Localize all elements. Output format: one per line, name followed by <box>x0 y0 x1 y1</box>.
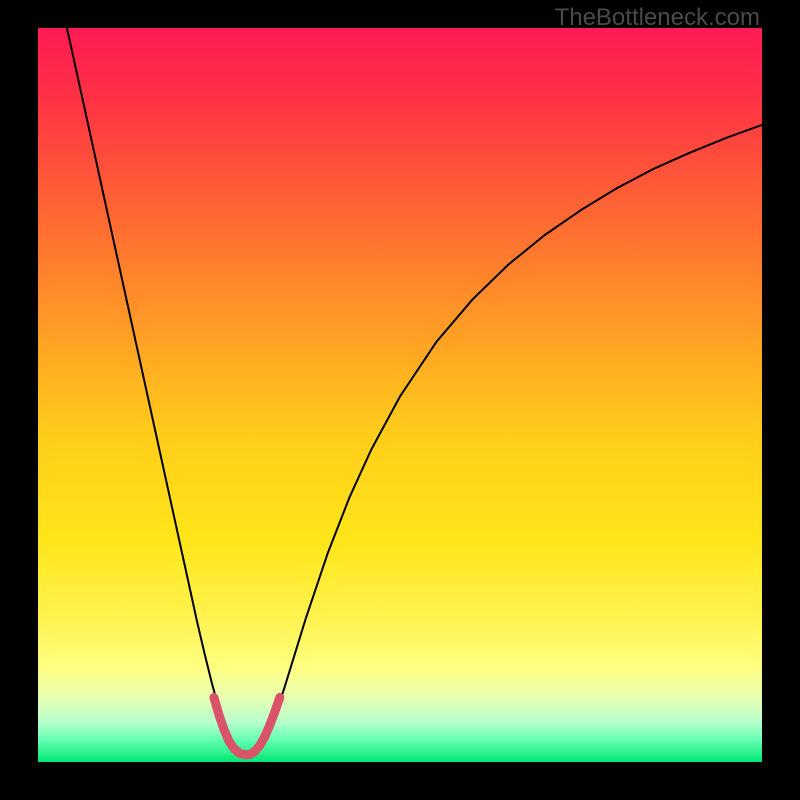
plot-area <box>38 28 762 762</box>
chart-svg <box>38 28 762 762</box>
chart-frame: TheBottleneck.com <box>0 0 800 800</box>
watermark-text: TheBottleneck.com <box>555 4 760 32</box>
